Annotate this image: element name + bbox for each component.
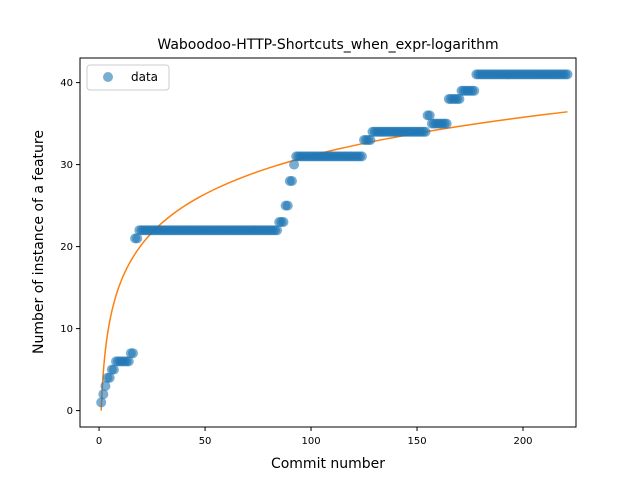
y-tick-label: 40 bbox=[60, 78, 73, 89]
data-point bbox=[357, 151, 367, 161]
y-tick-label: 10 bbox=[60, 324, 73, 335]
data-point bbox=[283, 201, 293, 211]
legend-marker-data bbox=[103, 72, 113, 82]
chart-title: Waboodoo-HTTP-Shortcuts_when_expr-logari… bbox=[157, 37, 498, 53]
data-point bbox=[563, 69, 573, 79]
x-tick-label: 200 bbox=[513, 436, 532, 447]
legend-label-data: data bbox=[131, 70, 158, 84]
legend: data bbox=[87, 65, 169, 90]
y-tick-label: 20 bbox=[60, 242, 73, 253]
x-tick-label: 50 bbox=[199, 436, 212, 447]
y-axis-ticks: 0 10 20 30 40 bbox=[60, 78, 80, 417]
data-point bbox=[421, 127, 431, 137]
y-tick-label: 30 bbox=[60, 160, 73, 171]
data-point bbox=[442, 119, 452, 129]
data-point bbox=[278, 217, 288, 227]
y-axis-title: Number of instance of a feature bbox=[31, 130, 47, 354]
x-axis-title: Commit number bbox=[271, 456, 385, 472]
x-tick-label: 150 bbox=[407, 436, 426, 447]
data-point bbox=[469, 86, 479, 96]
y-tick-label: 0 bbox=[67, 406, 73, 417]
x-axis-ticks: 0 50 100 150 200 bbox=[96, 427, 533, 447]
data-point bbox=[128, 348, 138, 358]
x-tick-label: 0 bbox=[96, 436, 102, 447]
x-tick-label: 100 bbox=[301, 436, 320, 447]
data-point bbox=[287, 176, 297, 186]
plot-frame bbox=[80, 58, 576, 427]
